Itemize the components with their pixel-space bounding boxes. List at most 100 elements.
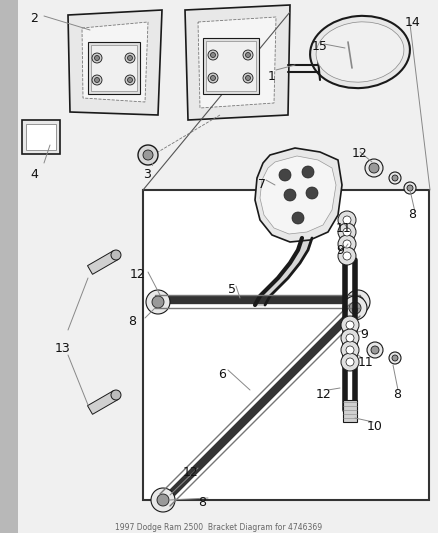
Circle shape <box>243 73 252 83</box>
Bar <box>143 190 428 500</box>
Circle shape <box>370 346 378 354</box>
Circle shape <box>337 235 355 253</box>
Text: 1997 Dodge Ram 2500  Bracket Diagram for 4746369: 1997 Dodge Ram 2500 Bracket Diagram for … <box>115 522 322 531</box>
Text: 7: 7 <box>258 178 265 191</box>
Circle shape <box>406 185 412 191</box>
Circle shape <box>94 77 99 83</box>
Text: 12: 12 <box>183 466 198 479</box>
Circle shape <box>345 321 353 329</box>
Circle shape <box>305 187 317 199</box>
Text: 6: 6 <box>218 368 226 381</box>
Bar <box>205 41 255 91</box>
Circle shape <box>345 358 353 366</box>
Polygon shape <box>259 156 335 234</box>
Text: 13: 13 <box>55 342 71 355</box>
Circle shape <box>279 169 290 181</box>
Circle shape <box>125 75 135 85</box>
Circle shape <box>351 296 363 308</box>
Circle shape <box>337 223 355 241</box>
Polygon shape <box>184 5 290 120</box>
Bar <box>22 120 60 154</box>
Circle shape <box>92 53 102 63</box>
Circle shape <box>345 334 353 342</box>
Text: 5: 5 <box>227 283 236 296</box>
Circle shape <box>345 290 369 314</box>
Circle shape <box>340 353 358 371</box>
Circle shape <box>245 52 250 58</box>
Circle shape <box>291 212 303 224</box>
Circle shape <box>342 228 350 236</box>
Polygon shape <box>68 10 162 115</box>
Circle shape <box>345 346 353 354</box>
Circle shape <box>127 77 132 83</box>
Circle shape <box>157 494 169 506</box>
Circle shape <box>210 76 215 80</box>
Circle shape <box>208 73 218 83</box>
Circle shape <box>127 55 132 61</box>
Text: 8: 8 <box>128 315 136 328</box>
Circle shape <box>388 352 400 364</box>
Circle shape <box>340 329 358 347</box>
Polygon shape <box>254 148 341 242</box>
Circle shape <box>152 296 164 308</box>
Polygon shape <box>87 391 118 414</box>
Polygon shape <box>82 22 148 102</box>
Circle shape <box>151 488 175 512</box>
Circle shape <box>143 150 153 160</box>
Circle shape <box>92 75 102 85</box>
Circle shape <box>138 145 158 165</box>
Text: 3: 3 <box>143 168 151 181</box>
Bar <box>0 0 18 533</box>
Text: 8: 8 <box>407 208 415 221</box>
Text: 12: 12 <box>130 268 145 281</box>
Circle shape <box>403 182 415 194</box>
Circle shape <box>243 50 252 60</box>
Circle shape <box>348 302 360 314</box>
Circle shape <box>342 252 350 260</box>
Circle shape <box>301 166 313 178</box>
Circle shape <box>391 175 397 181</box>
Bar <box>342 400 356 422</box>
Text: 12: 12 <box>351 147 367 160</box>
Ellipse shape <box>309 16 409 88</box>
Circle shape <box>111 250 121 260</box>
Circle shape <box>366 342 382 358</box>
Bar <box>88 42 140 94</box>
Circle shape <box>342 240 350 248</box>
Circle shape <box>125 53 135 63</box>
Text: 8: 8 <box>198 496 205 509</box>
Circle shape <box>368 163 378 173</box>
Circle shape <box>337 247 355 265</box>
Circle shape <box>340 316 358 334</box>
Circle shape <box>337 211 355 229</box>
Circle shape <box>208 50 218 60</box>
Text: 2: 2 <box>30 12 38 25</box>
Text: 14: 14 <box>404 16 420 29</box>
Circle shape <box>111 390 121 400</box>
Bar <box>202 38 258 94</box>
Circle shape <box>391 355 397 361</box>
Circle shape <box>388 172 400 184</box>
Polygon shape <box>198 17 276 108</box>
Text: 15: 15 <box>311 40 327 53</box>
Text: 9: 9 <box>359 328 367 341</box>
Circle shape <box>210 52 215 58</box>
Bar <box>91 45 137 91</box>
Polygon shape <box>87 251 118 274</box>
Text: 9: 9 <box>335 244 343 257</box>
Text: 12: 12 <box>315 388 331 401</box>
Circle shape <box>364 159 382 177</box>
Circle shape <box>340 341 358 359</box>
Text: 1: 1 <box>267 70 275 83</box>
Circle shape <box>146 290 170 314</box>
Circle shape <box>94 55 99 61</box>
Circle shape <box>283 189 295 201</box>
Text: 10: 10 <box>366 420 382 433</box>
Text: 11: 11 <box>357 356 373 369</box>
Circle shape <box>342 216 350 224</box>
Text: 4: 4 <box>30 168 38 181</box>
Circle shape <box>342 296 366 320</box>
Text: 11: 11 <box>335 222 351 235</box>
Ellipse shape <box>315 22 403 82</box>
Text: 8: 8 <box>392 388 400 401</box>
